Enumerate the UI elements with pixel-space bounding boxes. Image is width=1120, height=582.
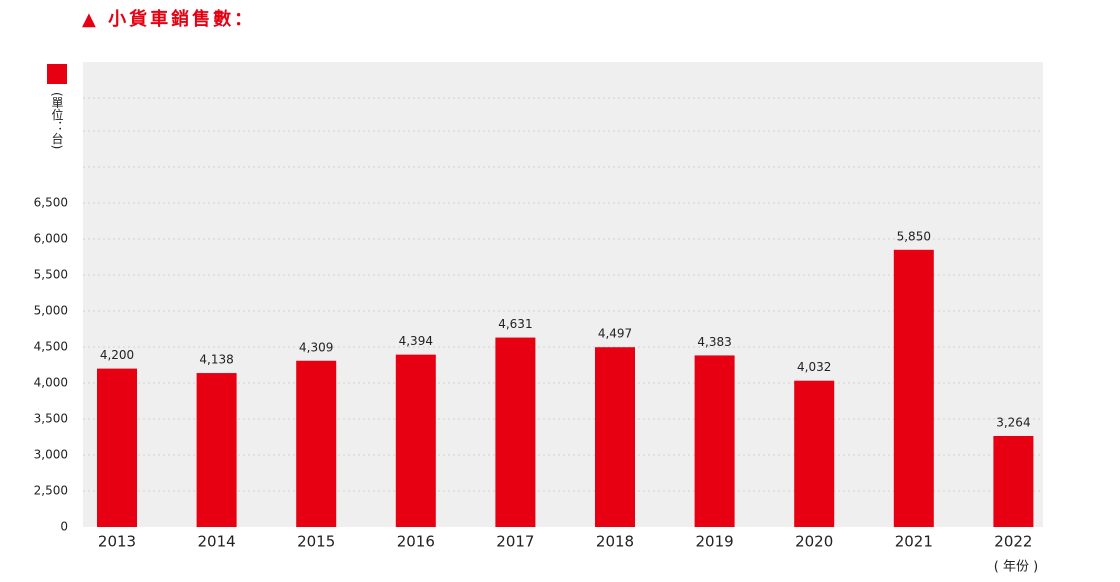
x-tick-label: 2017	[496, 533, 534, 551]
x-tick-label: 2020	[795, 533, 833, 551]
bar	[97, 368, 137, 527]
bar	[296, 360, 337, 527]
y-tick-label: 2,500	[34, 484, 68, 498]
value-label: 4,309	[299, 340, 333, 354]
x-tick-label: 2013	[98, 533, 136, 551]
bar	[595, 347, 635, 527]
y-tick-label: 3,000	[34, 448, 68, 462]
legend-swatch	[47, 64, 67, 84]
value-label: 4,631	[498, 317, 532, 331]
x-tick-label: 2022	[994, 533, 1032, 551]
y-tick-label: 4,500	[34, 340, 68, 354]
y-tick-label: 6,500	[34, 196, 68, 210]
bar	[893, 249, 934, 528]
bar	[495, 337, 536, 527]
y-tick-label: 5,000	[34, 304, 68, 318]
bar	[794, 380, 835, 527]
bar	[196, 373, 237, 527]
x-tick-label: 2019	[696, 533, 734, 551]
x-tick-label: 2016	[397, 533, 435, 551]
y-tick-label: 4,000	[34, 376, 68, 390]
bar	[993, 435, 1034, 527]
x-tick-label: 2015	[297, 533, 335, 551]
x-tick-label: 2018	[596, 533, 634, 551]
bar	[395, 354, 436, 527]
value-label: 4,383	[697, 335, 731, 349]
value-label: 4,394	[399, 334, 433, 348]
value-label: 3,264	[996, 415, 1030, 429]
y-tick-label: 0	[60, 520, 68, 534]
x-tick-label: 2014	[198, 533, 236, 551]
y-tick-label: 3,500	[34, 412, 68, 426]
bar	[694, 355, 735, 527]
y-tick-label: 6,000	[34, 232, 68, 246]
y-tick-label: 5,500	[34, 268, 68, 282]
y-axis-label: (單位：台)	[50, 92, 64, 149]
value-label: 4,200	[100, 348, 134, 362]
value-label: 4,032	[797, 360, 831, 374]
x-axis-label: ( 年份 )	[994, 560, 1038, 575]
chart-title: ▲ 小貨車銷售數：	[82, 8, 255, 30]
value-label: 4,138	[199, 353, 233, 367]
value-label: 5,850	[897, 229, 931, 243]
value-label: 4,497	[598, 327, 632, 341]
plot-background	[83, 62, 1043, 527]
x-tick-label: 2021	[895, 533, 933, 551]
